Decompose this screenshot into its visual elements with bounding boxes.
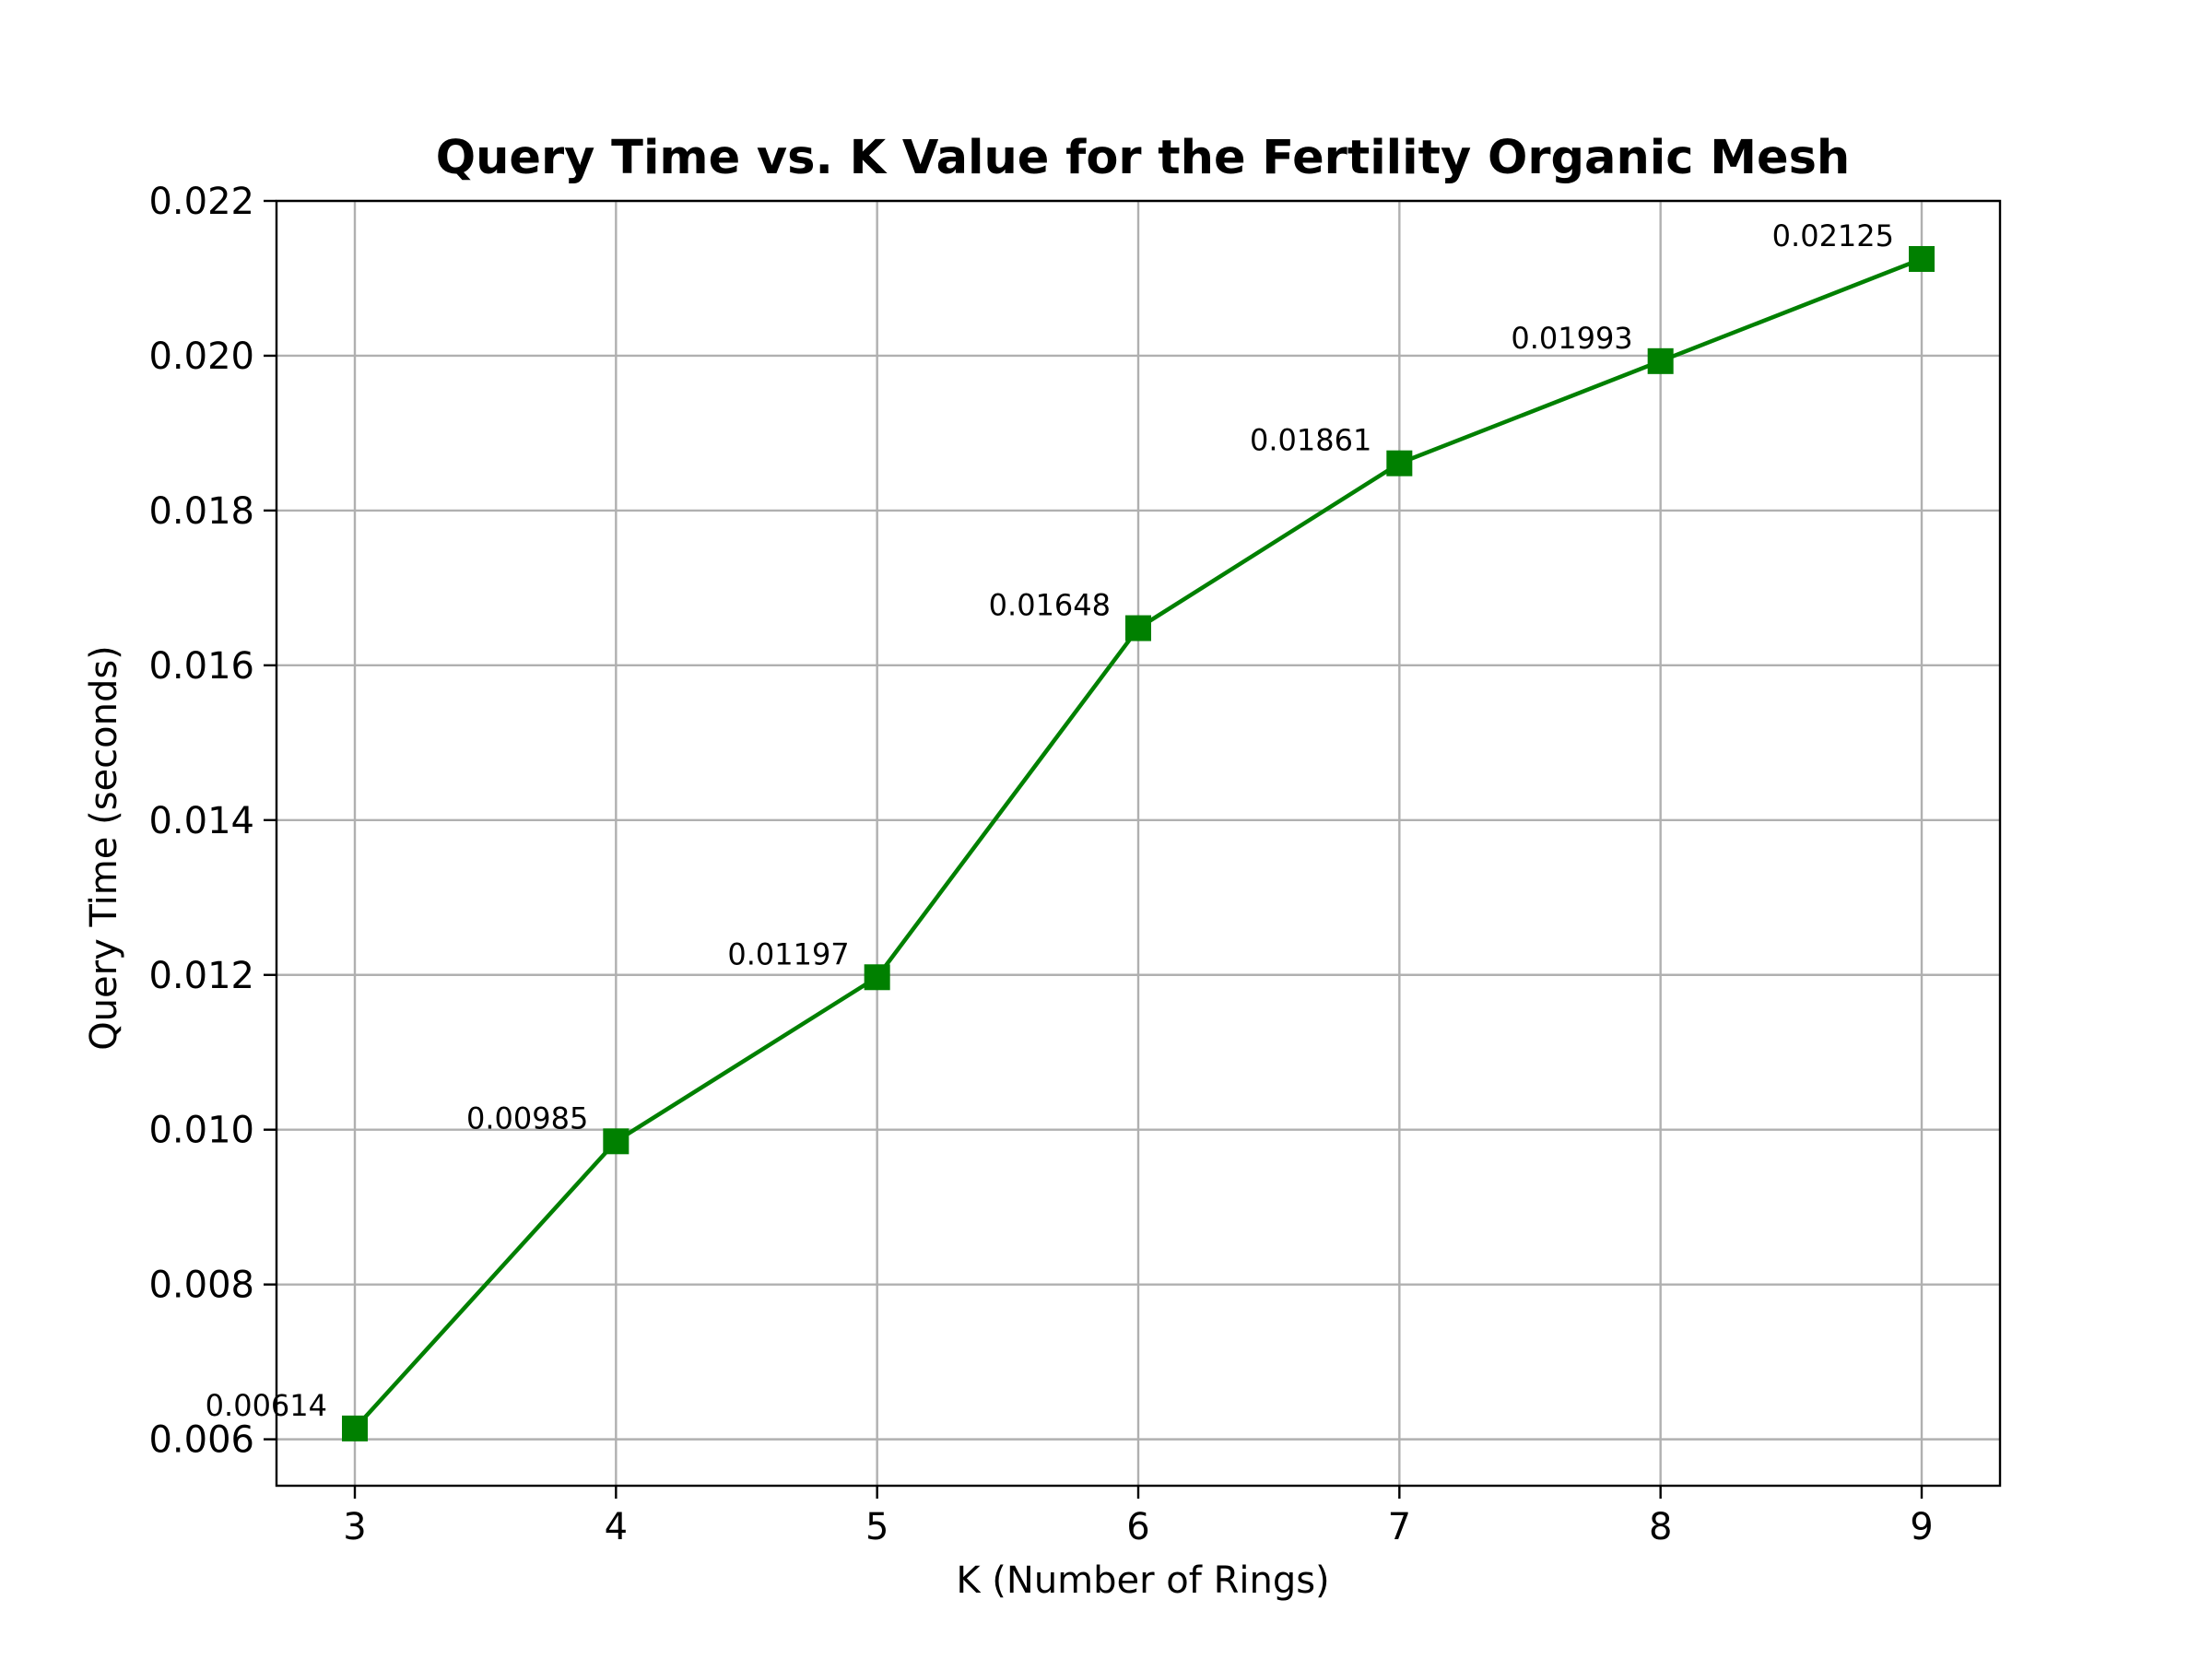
grid xyxy=(276,199,2000,1486)
x-tick-label: 6 xyxy=(1126,1506,1149,1548)
data-point-label: 0.01993 xyxy=(1511,321,1632,356)
data-point-label: 0.01197 xyxy=(727,936,849,971)
data-point-label: 0.01648 xyxy=(989,588,1111,623)
y-axis-label: Query Time (seconds) xyxy=(83,645,125,1051)
y-tick-label: 0.018 xyxy=(148,490,254,533)
data-point-label: 0.00614 xyxy=(206,1388,327,1423)
x-tick-label: 4 xyxy=(605,1506,628,1548)
y-tick-label: 0.016 xyxy=(148,645,254,688)
y-tick-label: 0.010 xyxy=(148,1110,254,1152)
series-layer xyxy=(342,245,1935,1441)
x-tick-label: 3 xyxy=(343,1506,366,1548)
data-point-marker xyxy=(1386,450,1413,477)
y-tick-label: 0.022 xyxy=(148,181,254,223)
x-tick-label: 7 xyxy=(1388,1506,1411,1548)
data-point-marker xyxy=(1125,615,1151,641)
data-labels: 0.00614 0.00985 0.01197 0.01648 0.01861 0.019… xyxy=(206,218,1894,1423)
data-point-marker xyxy=(1647,347,1674,374)
y-tick-label: 0.008 xyxy=(148,1265,254,1307)
data-point-marker xyxy=(342,1415,368,1441)
x-tick-label: 5 xyxy=(865,1506,888,1548)
data-point-marker xyxy=(864,964,890,991)
x-tick-label: 9 xyxy=(1910,1506,1933,1548)
x-axis-label: K (Number of Rings) xyxy=(956,1559,1329,1602)
ticks: 3 4 5 6 7 8 90.0060.0080.0100.0120.0140.0160.0… xyxy=(148,181,1933,1548)
y-tick-label: 0.012 xyxy=(148,955,254,997)
data-point-marker xyxy=(603,1128,629,1155)
data-point-label: 0.02125 xyxy=(1772,218,1894,253)
data-point-marker xyxy=(1909,245,1935,272)
chart-title: Query Time vs. K Value for the Fertility… xyxy=(436,131,1850,185)
y-tick-label: 0.014 xyxy=(148,800,254,842)
x-tick-label: 8 xyxy=(1649,1506,1672,1548)
y-tick-label: 0.006 xyxy=(148,1419,254,1462)
y-tick-label: 0.020 xyxy=(148,335,254,378)
data-point-label: 0.00985 xyxy=(466,1100,588,1135)
data-point-label: 0.01861 xyxy=(1250,423,1371,458)
